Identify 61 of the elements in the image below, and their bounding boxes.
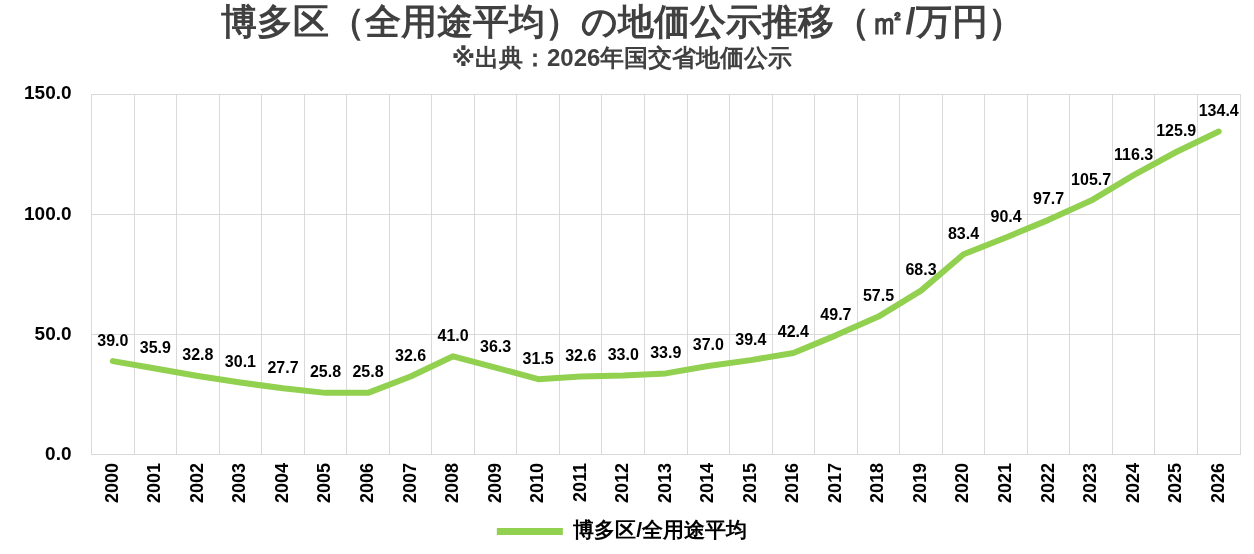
data-label: 41.0 — [437, 326, 469, 344]
x-tick-label: 2024 — [1122, 462, 1143, 503]
y-tick-label: 0.0 — [45, 443, 72, 465]
x-tick-label: 2004 — [271, 462, 292, 503]
y-tick-label: 100.0 — [24, 202, 72, 224]
data-label: 33.0 — [607, 345, 639, 363]
x-tick-label: 2026 — [1207, 462, 1228, 503]
x-tick-label: 2012 — [612, 462, 633, 503]
x-tick-label: 2003 — [229, 462, 250, 503]
x-tick-label: 2019 — [909, 462, 930, 503]
data-label: 134.4 — [1198, 101, 1239, 119]
data-label: 35.9 — [139, 338, 172, 356]
data-label: 30.1 — [224, 352, 257, 370]
x-tick-label: 2020 — [952, 462, 973, 503]
x-tick-label: 2025 — [1165, 462, 1186, 503]
data-label: 25.8 — [309, 363, 342, 381]
x-tick-label: 2006 — [356, 462, 377, 503]
x-tick-label: 2017 — [824, 462, 845, 503]
data-label: 57.5 — [862, 287, 895, 304]
x-tick-label: 2016 — [782, 462, 803, 503]
data-label: 36.3 — [480, 338, 512, 356]
data-label: 90.4 — [990, 207, 1022, 225]
data-label: 39.0 — [97, 331, 129, 349]
data-label: 32.6 — [394, 346, 427, 364]
x-tick-label: 2010 — [527, 462, 548, 503]
data-label: 116.3 — [1114, 145, 1154, 163]
data-label: 32.8 — [182, 346, 214, 364]
chart-title: 博多区（全用途平均）の地価公示推移（㎡/万円） — [220, 0, 1024, 42]
data-label: 27.7 — [267, 358, 299, 376]
x-tick-label: 2014 — [697, 462, 718, 503]
x-tick-label: 2002 — [186, 462, 207, 503]
data-label: 42.4 — [777, 323, 810, 341]
data-label: 37.0 — [692, 336, 724, 354]
x-tick-label: 2000 — [101, 462, 122, 503]
data-label: 32.6 — [565, 346, 597, 364]
data-label: 105.7 — [1071, 171, 1112, 189]
x-tick-label: 2023 — [1080, 462, 1101, 503]
x-tick-label: 2001 — [144, 462, 165, 503]
x-tick-label: 2011 — [569, 462, 590, 503]
data-label: 97.7 — [1033, 190, 1065, 208]
y-tick-label: 150.0 — [24, 82, 72, 104]
x-tick-label: 2022 — [1037, 462, 1058, 503]
data-label: 33.9 — [650, 343, 682, 361]
data-label: 31.5 — [522, 349, 554, 367]
legend-label: 博多区/全用途平均 — [572, 518, 748, 542]
x-tick-label: 2008 — [442, 462, 463, 503]
data-label: 68.3 — [905, 261, 937, 279]
data-label: 39.4 — [735, 330, 767, 348]
data-label: 125.9 — [1156, 122, 1197, 140]
x-tick-label: 2007 — [399, 462, 420, 503]
x-tick-label: 2013 — [654, 462, 675, 503]
data-label: 83.4 — [947, 224, 980, 242]
x-tick-label: 2005 — [314, 462, 335, 503]
x-tick-label: 2021 — [995, 462, 1016, 503]
x-tick-label: 2018 — [867, 462, 888, 503]
data-label: 49.7 — [820, 305, 852, 323]
chart-subtitle: ※出典：2026年国交省地価公示 — [451, 44, 793, 72]
data-label: 25.8 — [352, 363, 384, 381]
x-tick-label: 2015 — [739, 462, 760, 503]
y-tick-label: 50.0 — [34, 322, 72, 344]
x-tick-label: 2009 — [484, 462, 505, 503]
